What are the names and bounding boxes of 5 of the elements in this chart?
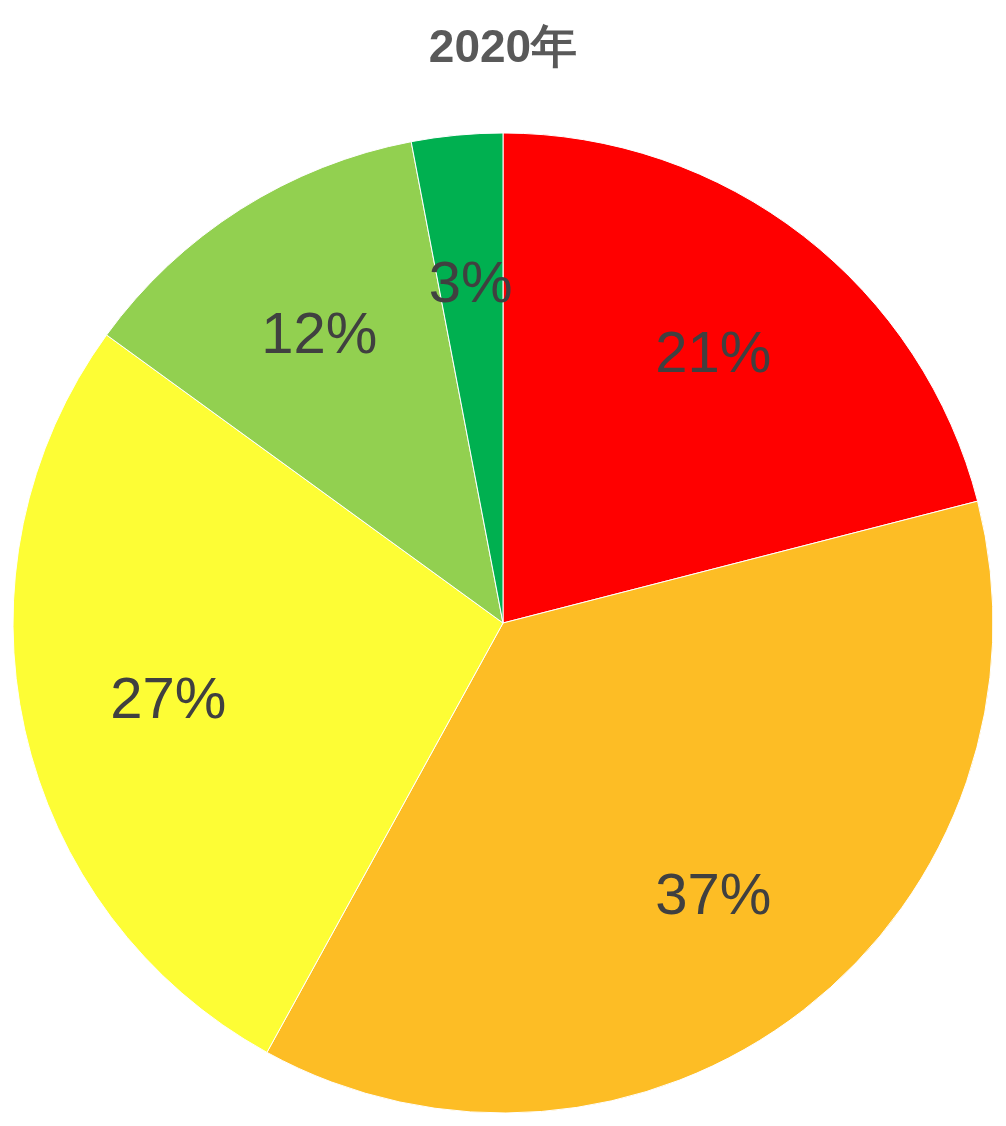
data-label: 27% xyxy=(110,664,227,730)
data-label: 21% xyxy=(655,318,772,384)
data-label: 37% xyxy=(655,861,772,927)
chart-title: 2020年 xyxy=(428,20,578,72)
data-label: 12% xyxy=(261,300,378,366)
